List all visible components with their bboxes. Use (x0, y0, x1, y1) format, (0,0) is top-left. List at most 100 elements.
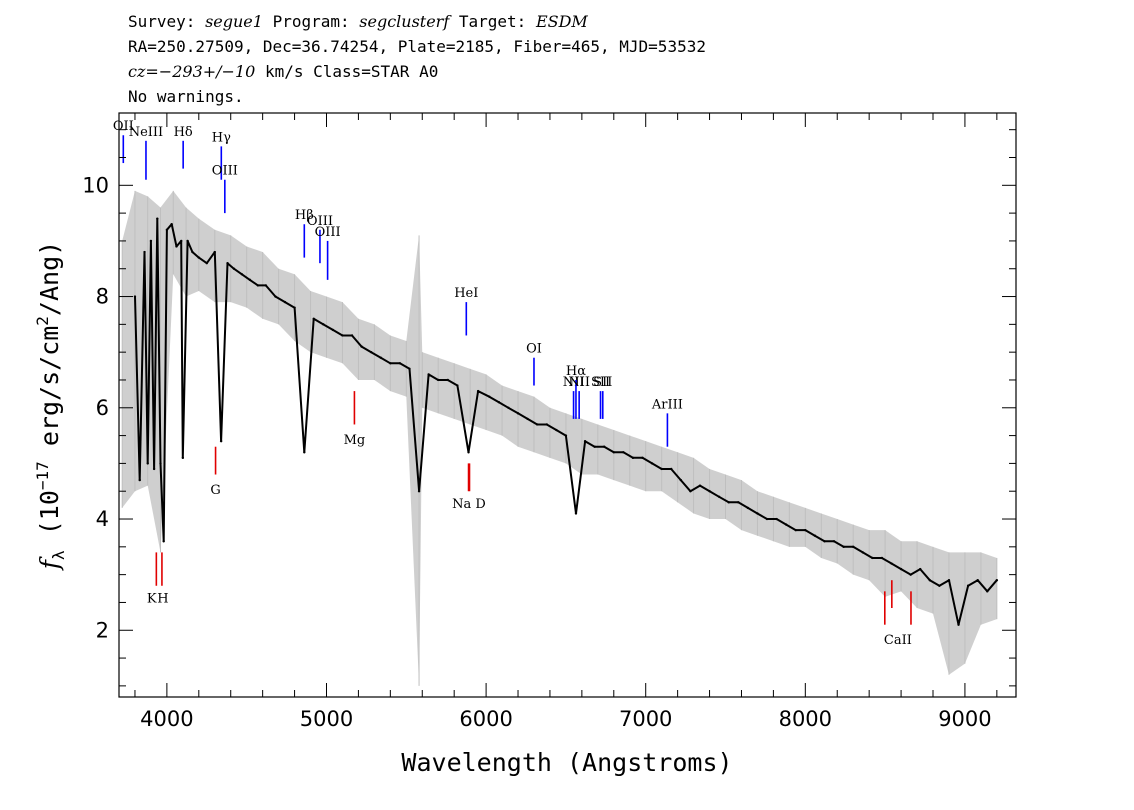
flux-point (938, 584, 941, 587)
flux-point (832, 540, 836, 543)
flux-point (727, 501, 730, 504)
emission-line-label: OIII (307, 214, 333, 229)
flux-point (986, 590, 989, 593)
flux-point (851, 545, 855, 549)
absorption-line-label: Na D (452, 497, 486, 512)
header-line-1: Survey: segue1 Program: segclusterf Targ… (128, 12, 588, 31)
flux-point (957, 623, 960, 626)
header-line-2: RA=250.27509, Dec=36.74254, Plate=2185, … (128, 37, 706, 56)
flux-point (186, 239, 189, 243)
flux-point (861, 551, 864, 554)
x-tick-label: 5000 (300, 707, 353, 731)
header-line-1-run: Program: (263, 12, 359, 31)
header-line-3-run: km/s Class=STAR A0 (255, 62, 438, 81)
flux-point (526, 417, 529, 421)
flux-line (134, 217, 998, 626)
flux-point (574, 512, 578, 515)
flux-point (928, 579, 932, 582)
flux-point (138, 478, 141, 482)
flux-point (756, 512, 759, 515)
flux-point (133, 295, 137, 298)
flux-point (331, 328, 335, 332)
flux-point (535, 423, 539, 426)
header-line-1-run: Survey: (128, 12, 205, 31)
flux-point (641, 456, 644, 460)
flux-point (379, 356, 382, 359)
flux-point (417, 490, 421, 493)
flux-point (408, 367, 411, 371)
flux-point (775, 517, 778, 521)
flux-point (804, 528, 807, 532)
emission-line-label: Hα (566, 364, 586, 379)
flux-point (794, 528, 797, 532)
y-tick-label: 4 (96, 507, 109, 531)
flux-point (660, 467, 663, 471)
flux-point (890, 562, 893, 565)
header-line-1-run: segclusterf (359, 12, 452, 31)
flux-point (248, 278, 252, 282)
flux-point (146, 462, 149, 465)
x-tick-label: 9000 (938, 707, 991, 731)
flux-point (159, 462, 162, 465)
flux-point (191, 250, 194, 254)
flux-point (650, 462, 654, 465)
emission-line-label: Hβ (295, 208, 314, 223)
flux-point (583, 439, 587, 443)
flux-point (899, 567, 903, 571)
flux-point (966, 584, 970, 587)
flux-point (303, 451, 306, 454)
flux-point (737, 501, 740, 504)
absorption-line-label: Mg (344, 433, 366, 448)
flux-point (226, 261, 229, 265)
absorption-line-label: H (157, 591, 168, 606)
emission-line-label: SII (591, 375, 610, 390)
flux-point (456, 384, 459, 387)
header-line-1-run: Target: (449, 12, 536, 31)
error-band-area (122, 190, 997, 686)
flux-point (152, 467, 156, 471)
emission-line-label: NII (568, 375, 590, 390)
emission-line-label: HeI (454, 286, 478, 301)
flux-point (312, 317, 315, 320)
y-tick-label: 10 (82, 173, 109, 197)
flux-point (205, 261, 208, 265)
emission-line-label: OI (526, 342, 542, 357)
flux-point (746, 506, 750, 510)
flux-point (476, 389, 480, 393)
flux-point (170, 223, 173, 226)
emission-line-label: Hγ (212, 130, 231, 145)
emission-line-label: OIII (315, 225, 341, 240)
flux-point (369, 350, 373, 354)
x-tick-label: 7000 (619, 707, 672, 731)
header-line-1-run: segue1 (205, 12, 263, 31)
y-tick-label: 6 (96, 396, 109, 420)
header-line-3-run: cz=−293+/−10 (128, 62, 255, 81)
flux-point (593, 445, 596, 448)
emission-line-label: OIII (212, 164, 238, 179)
flux-point (555, 428, 558, 432)
flux-point (398, 362, 402, 365)
flux-point (165, 228, 169, 231)
flux-point (219, 439, 223, 443)
emission-line-label: NII (563, 375, 585, 390)
flux-point (175, 245, 178, 248)
flux-point (564, 434, 568, 437)
flux-point (283, 300, 287, 304)
flux-point (612, 451, 615, 454)
flux-point (689, 490, 692, 493)
flux-point (823, 540, 826, 543)
flux-point (545, 423, 548, 426)
error-band (121, 190, 998, 686)
flux-point (670, 467, 673, 471)
flux-point (603, 445, 606, 448)
flux-point (274, 295, 277, 298)
flux-point (909, 573, 912, 576)
flux-point (437, 378, 440, 382)
flux-point (842, 545, 845, 549)
flux-point (264, 284, 268, 287)
flux-point (708, 490, 711, 493)
flux-series (133, 217, 999, 626)
flux-point (360, 345, 363, 348)
flux-point (947, 579, 951, 582)
